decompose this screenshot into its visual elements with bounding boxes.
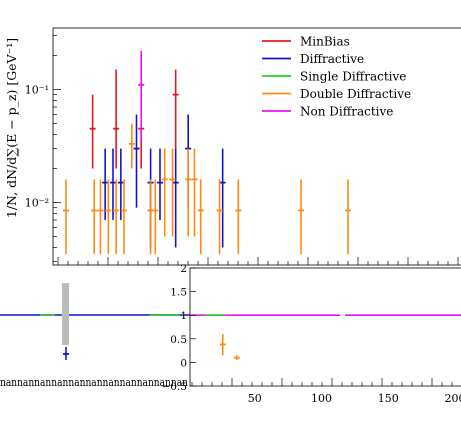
ratio-x-tick-label: 50 [248, 392, 262, 405]
legend-label: Non Diffractive [300, 105, 393, 119]
main-plot-frame: 10⁻¹ 10⁻² [25, 27, 461, 266]
double-diffractive-point [185, 148, 192, 237]
legend-label: Single Diffractive [300, 70, 406, 84]
legend-label: Diffractive [300, 52, 364, 66]
diffractive-point [172, 148, 179, 248]
legend-label: Double Diffractive [300, 87, 411, 101]
non-diffractive-point [138, 50, 145, 142]
ratio-y-tick-label: 1 [180, 310, 187, 322]
ratio-y-tick-label: −0.5 [162, 381, 188, 393]
ratio-y-tick-label: 0.5 [170, 334, 187, 346]
ratio-diffractive-point [63, 347, 69, 360]
broken-axis-tick-labels: nannannannannannannannannannannan [0, 375, 188, 389]
double-diffractive-point [152, 179, 159, 255]
ratio-x-tick-label: 150 [378, 392, 399, 405]
main-plot-marks [63, 50, 351, 255]
plot-frame [52, 27, 461, 266]
double-diffractive-point [345, 179, 351, 255]
ratio-y-tick-label: 2 [180, 263, 187, 275]
diffractive-point [102, 148, 109, 221]
diffractive-point [157, 148, 163, 221]
legend-entry-single-diffractive: Single Diffractive [262, 70, 406, 84]
legend-entry-non-diffractive: Non Diffractive [262, 105, 393, 119]
legend-label: MinBias [300, 35, 350, 49]
double-diffractive-point [97, 179, 104, 255]
ratio-double-diffractive-point [219, 334, 226, 356]
double-diffractive-point [169, 148, 176, 237]
double-diffractive-point [298, 179, 304, 255]
ratio-x-tick-label: 200 [445, 392, 461, 405]
double-diffractive-point [197, 179, 204, 255]
minbias-point [113, 69, 120, 169]
double-diffractive-point [91, 179, 98, 255]
ratio-panel-right: −0.5 0 0.5 1 1.5 2 50 100 150 200 [162, 263, 461, 405]
legend-entry-double-diffractive: Double Diffractive [262, 87, 411, 101]
double-diffractive-point [191, 148, 198, 237]
y-tick-label: 10⁻¹ [25, 83, 49, 96]
double-diffractive-point [105, 179, 112, 255]
legend-entry-diffractive: Diffractive [262, 52, 364, 66]
ratio-panel-left [0, 283, 190, 360]
ratio-y-tick-label: 1.5 [170, 287, 187, 299]
double-diffractive-point [120, 179, 127, 255]
diffractive-point [219, 148, 226, 248]
double-diffractive-point [128, 123, 135, 169]
ratio-double-diffractive-point [233, 355, 240, 361]
double-diffractive-point [63, 179, 69, 255]
minbias-point [172, 69, 179, 149]
double-diffractive-point [216, 179, 223, 255]
ratio-x-tick-label: 100 [311, 392, 332, 405]
double-diffractive-point [147, 179, 154, 255]
double-diffractive-point [235, 179, 242, 255]
legend: MinBias Diffractive Single Diffractive Doub… [262, 35, 411, 119]
double-diffractive-point [113, 179, 120, 255]
y-tick-label: 10⁻² [25, 197, 49, 210]
y-axis-label: 1/N, dN/d∑(E − p_z) [GeV⁻¹] [4, 38, 19, 218]
diffractive-point [110, 148, 116, 221]
double-diffractive-point [161, 148, 168, 237]
diffractive-point [133, 114, 140, 208]
legend-entry-minbias: MinBias [262, 35, 350, 49]
ratio-uncertainty-band [62, 283, 69, 345]
ratio-frame [189, 267, 461, 387]
minbias-point [89, 94, 96, 169]
ratio-y-tick-label: 0 [180, 357, 187, 369]
diffractive-point [117, 148, 124, 221]
